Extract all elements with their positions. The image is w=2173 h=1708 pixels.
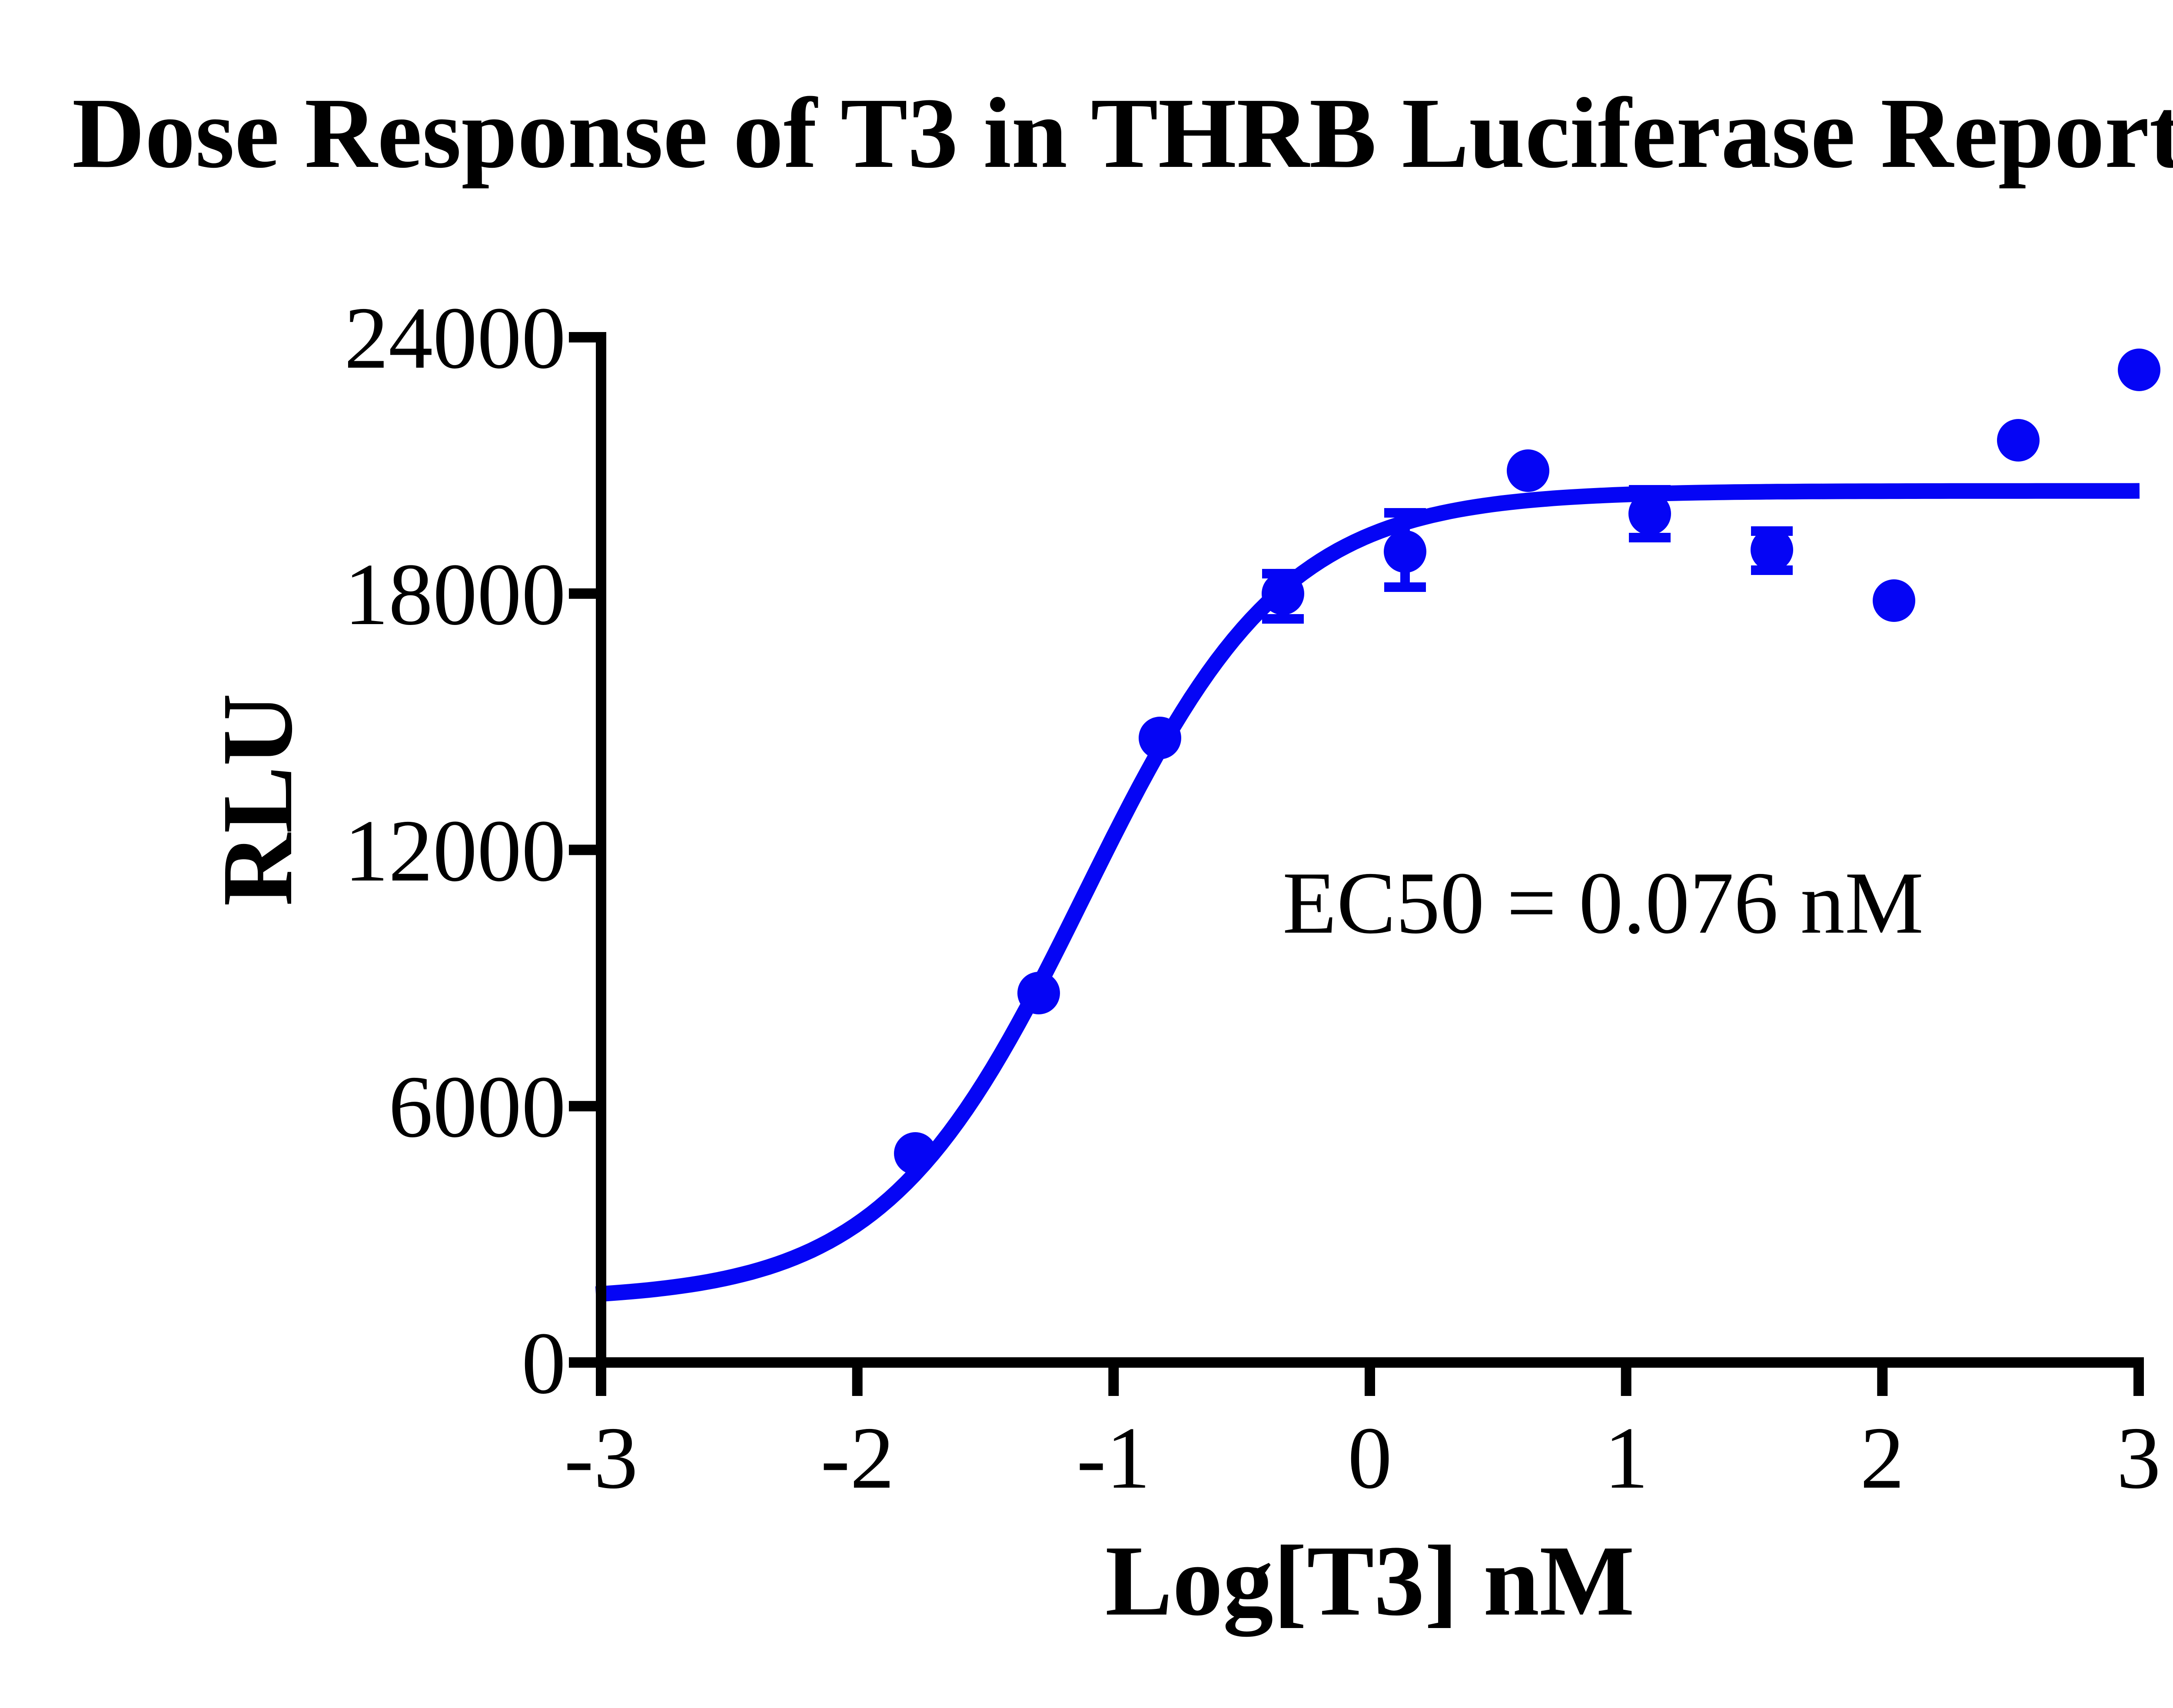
svg-text:-3: -3 bbox=[564, 1409, 638, 1507]
svg-text:2: 2 bbox=[1860, 1409, 1904, 1507]
svg-text:EC50 = 0.076 nM: EC50 = 0.076 nM bbox=[1283, 854, 1924, 952]
svg-text:RLU: RLU bbox=[202, 693, 313, 906]
svg-text:6000: 6000 bbox=[389, 1058, 566, 1156]
svg-text:-2: -2 bbox=[821, 1409, 894, 1507]
svg-text:1: 1 bbox=[1604, 1409, 1648, 1507]
svg-text:Dose Response of T3 in THRB Lu: Dose Response of T3 in THRB Luciferase R… bbox=[72, 77, 2173, 189]
svg-text:18000: 18000 bbox=[344, 545, 566, 644]
svg-text:0: 0 bbox=[1348, 1409, 1392, 1507]
svg-text:-1: -1 bbox=[1077, 1409, 1150, 1507]
svg-text:0: 0 bbox=[522, 1314, 566, 1412]
svg-text:Log[T3] nM: Log[T3] nM bbox=[1105, 1525, 1635, 1637]
svg-text:3: 3 bbox=[2117, 1409, 2161, 1507]
svg-text:24000: 24000 bbox=[344, 289, 566, 387]
svg-text:12000: 12000 bbox=[344, 802, 566, 900]
